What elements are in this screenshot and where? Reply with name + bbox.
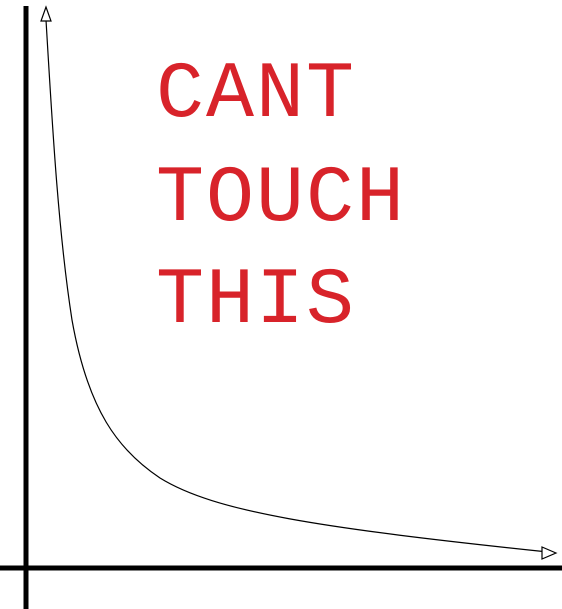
caption-line-touch: TOUCH bbox=[156, 154, 407, 245]
top-arrowhead-icon bbox=[40, 5, 52, 22]
asymptote-curve bbox=[45, 19, 549, 553]
caption-line-cant: CANT bbox=[156, 50, 357, 141]
caption-line-this: THIS bbox=[156, 256, 357, 347]
right-arrowhead-icon bbox=[541, 546, 558, 560]
